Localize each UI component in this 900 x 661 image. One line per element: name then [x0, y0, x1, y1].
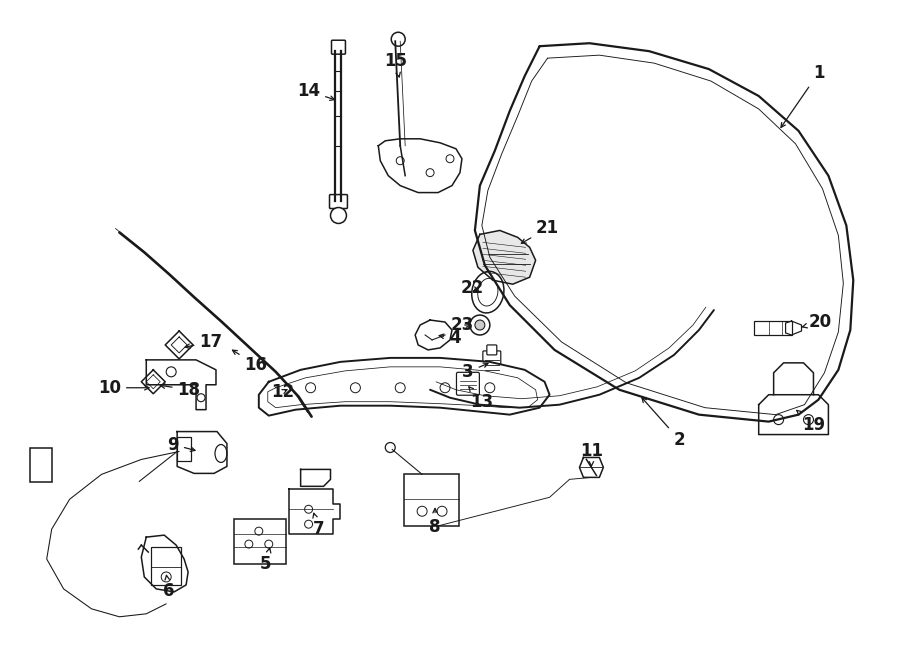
Polygon shape [759, 395, 828, 434]
FancyBboxPatch shape [483, 351, 500, 375]
Circle shape [437, 506, 447, 516]
Circle shape [245, 540, 253, 548]
Text: 10: 10 [98, 379, 149, 397]
Text: 7: 7 [312, 513, 324, 538]
Circle shape [166, 367, 176, 377]
Bar [151, 547, 181, 585]
Text: 1: 1 [781, 64, 824, 128]
Text: 18: 18 [160, 381, 201, 399]
Circle shape [304, 505, 312, 513]
Polygon shape [147, 360, 216, 410]
Circle shape [417, 506, 428, 516]
Circle shape [385, 442, 395, 453]
Bar [404, 475, 459, 526]
Text: 16: 16 [232, 350, 267, 374]
Circle shape [161, 572, 171, 582]
Text: 11: 11 [580, 442, 603, 467]
FancyBboxPatch shape [487, 345, 497, 355]
Polygon shape [378, 139, 462, 192]
Polygon shape [259, 358, 550, 416]
Circle shape [426, 169, 434, 176]
Circle shape [440, 383, 450, 393]
Text: 2: 2 [642, 398, 685, 449]
Circle shape [470, 315, 490, 335]
Circle shape [396, 157, 404, 165]
Polygon shape [177, 432, 227, 473]
Text: 21: 21 [521, 219, 559, 243]
Text: 22: 22 [460, 279, 483, 297]
Circle shape [350, 383, 360, 393]
Circle shape [485, 383, 495, 393]
Text: 19: 19 [796, 410, 825, 434]
Circle shape [265, 540, 273, 548]
Circle shape [197, 394, 205, 402]
FancyBboxPatch shape [329, 194, 347, 208]
Bar [753, 321, 792, 335]
Bar [30, 447, 51, 483]
Ellipse shape [215, 444, 227, 463]
Text: 3: 3 [462, 363, 488, 381]
Text: 17: 17 [185, 333, 222, 351]
Text: 8: 8 [429, 508, 441, 536]
Circle shape [392, 32, 405, 46]
Text: 5: 5 [260, 548, 272, 573]
Circle shape [475, 320, 485, 330]
Text: 9: 9 [167, 436, 195, 453]
Text: 23: 23 [450, 316, 473, 334]
FancyBboxPatch shape [456, 372, 480, 395]
Text: 12: 12 [271, 383, 294, 401]
Text: 20: 20 [803, 313, 832, 331]
Text: 6: 6 [164, 575, 175, 600]
Bar [234, 519, 285, 564]
Text: 13: 13 [469, 387, 493, 410]
Circle shape [774, 414, 784, 424]
Text: 14: 14 [297, 82, 335, 100]
FancyBboxPatch shape [331, 40, 346, 54]
Circle shape [306, 383, 316, 393]
Bar [177, 436, 191, 461]
Circle shape [395, 383, 405, 393]
Ellipse shape [478, 278, 498, 306]
Text: 15: 15 [383, 52, 407, 77]
Circle shape [804, 414, 814, 424]
Ellipse shape [472, 272, 504, 313]
Circle shape [255, 527, 263, 535]
Text: 4: 4 [439, 329, 461, 347]
Circle shape [304, 520, 312, 528]
Circle shape [330, 208, 346, 223]
Polygon shape [472, 231, 536, 284]
Circle shape [446, 155, 454, 163]
